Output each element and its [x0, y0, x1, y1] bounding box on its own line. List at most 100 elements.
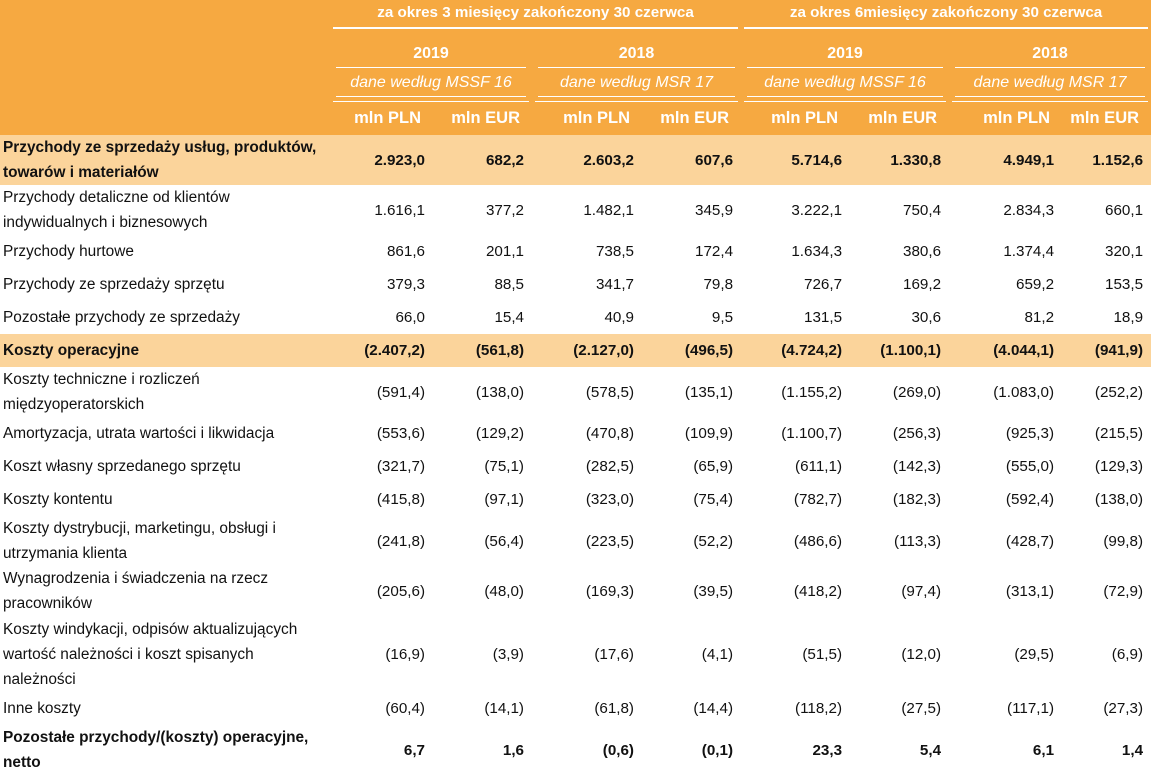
unit-header: mln PLN	[741, 102, 851, 135]
cell-value: 660,1	[1105, 201, 1144, 219]
row-debt-collection-costs: Koszty windykacji, odpisów aktualizujący…	[0, 616, 1151, 692]
cell-value: 1.374,4	[1003, 243, 1055, 260]
cell-value: (418,2)	[793, 582, 843, 600]
cell-value: (323,0)	[585, 491, 634, 508]
row-label: Przychody hurtowe	[3, 243, 134, 260]
row-operating-costs: Koszty operacyjne (2.407,2) (561,8) (2.127,…	[0, 334, 1151, 367]
cell-value: (591,4)	[376, 383, 425, 401]
unit-header: mln EUR	[433, 102, 532, 135]
unit-label: mln PLN	[563, 109, 630, 127]
row-wholesale-revenue: Przychody hurtowe 861,6 201,1 738,5 172,4 1.6…	[0, 235, 1151, 268]
cell-value: (486,6)	[793, 532, 843, 550]
row-other-costs: Inne koszty (60,4) (14,1) (61,8) (14,4) (118,…	[0, 692, 1151, 725]
cell-value: 659,2	[1016, 276, 1055, 293]
cell-value: (578,5)	[585, 383, 634, 401]
cell-value: 345,9	[695, 201, 734, 219]
cell-value: 6,7	[403, 741, 425, 759]
unit-header: mln EUR	[850, 102, 950, 135]
cell-value: 4.949,1	[949, 135, 1063, 185]
unit-label: mln EUR	[451, 109, 520, 127]
cell-value: (99,8)	[1103, 532, 1144, 550]
cell-value: (269,0)	[892, 383, 942, 401]
cell-value: 172,4	[695, 243, 734, 260]
cell-value: (142,3)	[892, 458, 942, 475]
cell-value: 1.152,6	[1062, 135, 1151, 185]
cell-value: (415,8)	[376, 491, 425, 508]
cell-value: 79,8	[703, 276, 734, 293]
cell-value: (61,8)	[594, 700, 634, 717]
cell-value: (135,1)	[684, 383, 734, 401]
cell-value: 682,2	[433, 135, 532, 185]
cell-value: (223,5)	[585, 532, 634, 550]
row-label: Koszty kontentu	[3, 491, 113, 508]
row-label: Koszty dystrybucji, marketingu, obsługi …	[3, 520, 276, 562]
header-corner	[0, 33, 330, 102]
cell-value: 5,4	[919, 741, 942, 759]
row-depreciation: Amortyzacja, utrata wartości i likwidacj…	[0, 417, 1151, 450]
cell-value: (3,9)	[492, 645, 524, 663]
cell-value: 607,6	[642, 135, 742, 185]
period-header-3m: za okres 3 miesięcy zakończony 30 czerwc…	[330, 0, 742, 33]
cell-value: (27,5)	[901, 700, 942, 717]
cell-value: 1.482,1	[583, 201, 634, 219]
cell-value: 5.714,6	[741, 135, 851, 185]
row-distribution-costs: Koszty dystrybucji, marketingu, obsługi …	[0, 516, 1151, 566]
period-header-6m: za okres 6miesięcy zakończony 30 czerwca	[741, 0, 1151, 33]
unit-header: mln EUR	[642, 102, 742, 135]
cell-value: (321,7)	[376, 458, 425, 475]
year-header: 2018 dane według MSR 17	[949, 33, 1151, 102]
row-label: Pozostałe przychody ze sprzedaży	[3, 309, 240, 326]
year-header: 2018 dane według MSR 17	[532, 33, 742, 102]
cell-value: (113,3)	[894, 532, 942, 550]
row-label: Koszt własny sprzedanego sprzętu	[3, 458, 241, 475]
cell-value: (51,5)	[802, 645, 843, 663]
row-retail-revenue: Przychody detaliczne od klientów indywid…	[0, 185, 1151, 235]
cell-value: (1.083,0)	[993, 383, 1055, 401]
cell-value: (4,1)	[701, 645, 734, 663]
period-label: za okres 3 miesięcy zakończony 30 czerwc…	[333, 4, 739, 29]
cell-value: 320,1	[1105, 243, 1144, 260]
table-body: Przychody ze sprzedaży usług, produktów,…	[0, 135, 1151, 775]
cell-value: (252,2)	[1094, 383, 1144, 401]
cell-value: (941,9)	[1062, 334, 1151, 367]
cell-value: (282,5)	[585, 458, 634, 475]
cell-value: (60,4)	[385, 700, 425, 717]
row-label: Koszty windykacji, odpisów aktualizujący…	[3, 620, 298, 688]
cell-value: (39,5)	[693, 582, 734, 600]
row-technical-costs: Koszty techniczne i rozliczeń międzyoper…	[0, 367, 1151, 417]
header-corner	[0, 0, 330, 33]
cell-value: 3.222,1	[791, 201, 843, 219]
row-label: Przychody detaliczne od klientów indywid…	[3, 189, 230, 231]
row-label: Amortyzacja, utrata wartości i likwidacj…	[3, 425, 275, 442]
cell-value: (4.724,2)	[741, 334, 851, 367]
cell-value: 2.603,2	[532, 135, 642, 185]
cell-value: (782,7)	[793, 491, 843, 508]
cell-value: 1.616,1	[374, 201, 425, 219]
cell-value: (313,1)	[1005, 582, 1055, 600]
unit-header: mln PLN	[532, 102, 642, 135]
row-equipment-cost: Koszt własny sprzedanego sprzętu (321,7) (…	[0, 450, 1151, 483]
cell-value: 40,9	[604, 309, 634, 326]
cell-value: 726,7	[804, 276, 843, 293]
cell-value: (925,3)	[1005, 425, 1055, 442]
table-header: za okres 3 miesięcy zakończony 30 czerwc…	[0, 0, 1151, 135]
cell-value: (2.127,0)	[532, 334, 642, 367]
cell-value: 1.634,3	[791, 243, 843, 260]
cell-value: 738,5	[595, 243, 634, 260]
cell-value: (205,6)	[376, 582, 425, 600]
cell-value: 377,2	[485, 201, 524, 219]
header-corner	[0, 102, 330, 135]
year-header: 2019 dane według MSSF 16	[330, 33, 532, 102]
unit-label: mln EUR	[1070, 109, 1140, 127]
row-label: Koszty techniczne i rozliczeń międzyoper…	[3, 371, 200, 413]
cell-value: 23,3	[812, 741, 843, 759]
cell-value: 30,6	[911, 309, 942, 326]
standard-label: dane według MSSF 16	[336, 68, 526, 97]
cell-value: (65,9)	[693, 458, 734, 475]
cell-value: (1.100,1)	[850, 334, 950, 367]
cell-value: (182,3)	[892, 491, 942, 508]
cell-value: (470,8)	[585, 425, 634, 442]
unit-label: mln PLN	[771, 109, 839, 127]
cell-value: 6,1	[1032, 741, 1055, 759]
cell-value: (117,1)	[1007, 700, 1055, 717]
